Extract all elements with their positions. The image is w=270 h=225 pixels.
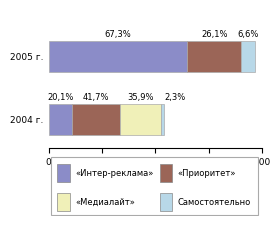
Text: 26,1%: 26,1% [201, 30, 228, 39]
Text: 67,3%: 67,3% [104, 30, 131, 39]
Bar [49, 40, 187, 72]
Text: 2,3%: 2,3% [164, 93, 186, 102]
Bar [241, 40, 255, 72]
Text: Самостоятельно: Самостоятельно [178, 198, 251, 207]
Text: 20,1%: 20,1% [47, 93, 73, 102]
FancyBboxPatch shape [57, 164, 70, 182]
Text: «Медиалайт»: «Медиалайт» [75, 198, 135, 207]
Bar [49, 104, 72, 135]
FancyBboxPatch shape [160, 193, 172, 211]
Bar [72, 104, 120, 135]
FancyBboxPatch shape [160, 164, 172, 182]
Text: «Приоритет»: «Приоритет» [178, 169, 236, 178]
Text: 41,7%: 41,7% [83, 93, 109, 102]
Text: 6,6%: 6,6% [237, 30, 259, 39]
Bar [120, 104, 161, 135]
Bar [161, 104, 164, 135]
Text: «Интер-реклама»: «Интер-реклама» [75, 169, 154, 178]
X-axis label: Млн грн.: Млн грн. [134, 172, 176, 181]
FancyBboxPatch shape [57, 193, 70, 211]
Text: 35,9%: 35,9% [127, 93, 154, 102]
FancyBboxPatch shape [51, 157, 258, 215]
Bar [187, 40, 241, 72]
